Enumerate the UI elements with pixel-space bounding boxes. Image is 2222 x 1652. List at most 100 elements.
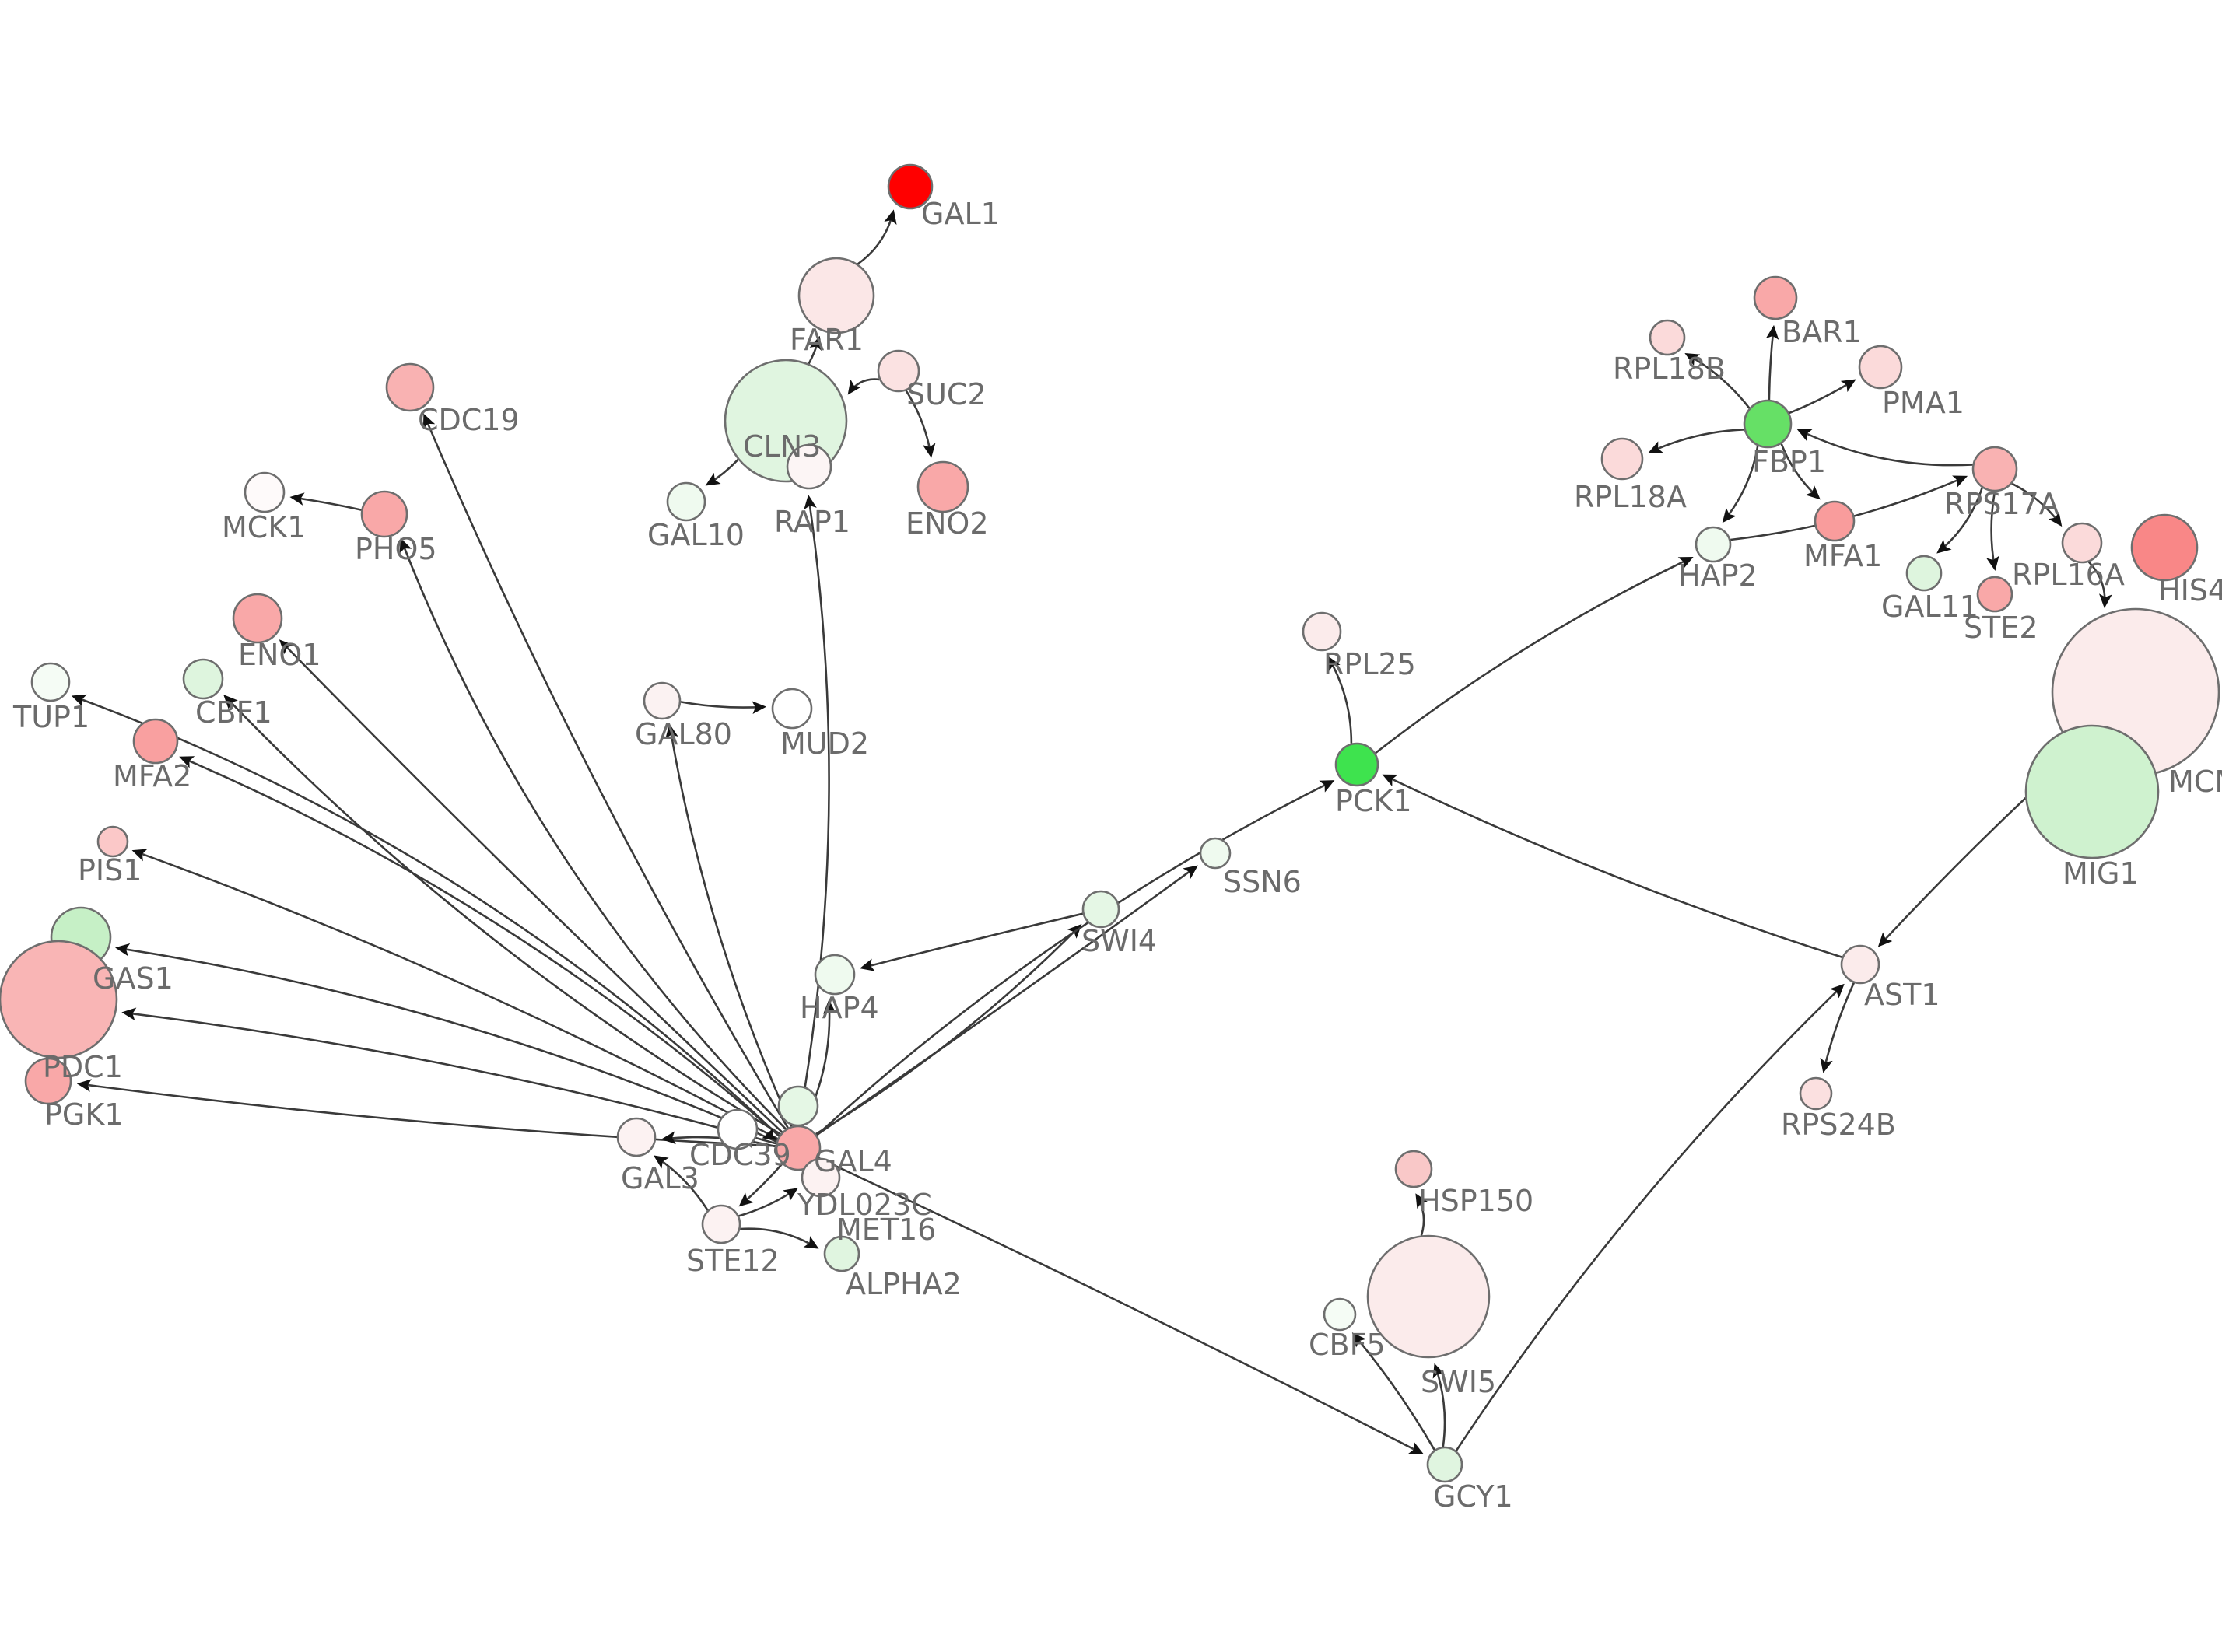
node-label-rpl18b: RPL18B (1613, 352, 1726, 386)
node-label-cbf1: CBF1 (195, 695, 272, 730)
node-layer (0, 163, 2220, 1483)
node-label-ste12: STE12 (686, 1244, 780, 1278)
node-mfa2[interactable] (132, 718, 179, 765)
edge-fbp1-to-mfa1 (1780, 443, 1821, 500)
node-gcy1[interactable] (1426, 1446, 1463, 1483)
edge-rps17a-to-gal11 (1936, 487, 1983, 554)
edge-gal4-to-pdc1 (121, 1007, 776, 1145)
node-rpl16a[interactable] (2061, 522, 2103, 564)
node-ast1[interactable] (1840, 944, 1880, 985)
edge-gal80-to-mud2 (680, 701, 767, 715)
node-eno1[interactable] (232, 593, 283, 644)
node-mig1[interactable] (2024, 724, 2160, 859)
node-hap2[interactable] (1695, 526, 1732, 563)
node-mud2[interactable] (771, 688, 813, 730)
node-hsp150[interactable] (1394, 1150, 1433, 1188)
node-pho5[interactable] (360, 490, 408, 538)
edge-gcy1-to-cbf5 (1351, 1332, 1435, 1451)
edge-suc2-to-eno2 (905, 390, 936, 458)
node-gal11[interactable] (1905, 555, 1943, 592)
node-rpl25[interactable] (1302, 611, 1342, 652)
node-label-gal3: GAL3 (621, 1161, 699, 1195)
node-label-cdc19: CDC19 (418, 403, 520, 437)
node-label-pho5: PHO5 (355, 532, 437, 566)
node-gal80[interactable] (643, 681, 682, 720)
node-gal4[interactable] (775, 1125, 822, 1171)
node-ydl023c[interactable] (801, 1157, 841, 1198)
node-fbp1[interactable] (1743, 399, 1793, 449)
node-suc2[interactable] (877, 349, 920, 393)
node-label-met16: MET16 (836, 1213, 936, 1247)
edge-ste12-to-gal3 (653, 1155, 709, 1211)
node-mfa1[interactable] (1814, 500, 1856, 542)
node-rps17a[interactable] (1971, 446, 2018, 492)
node-label-eno2: ENO2 (906, 506, 989, 541)
node-gal10[interactable] (666, 481, 706, 522)
node-rps24b[interactable] (1799, 1076, 1833, 1111)
node-gal3[interactable] (616, 1117, 657, 1157)
node-label-mig1: MIG1 (2063, 856, 2139, 891)
edge-gal4-to-ste12 (738, 1163, 783, 1207)
node-label-rap1: RAP1 (774, 505, 850, 539)
node-ssn6[interactable] (1199, 837, 1232, 870)
node-label-pdc1: PDC1 (43, 1050, 123, 1084)
node-alpha2[interactable] (823, 1235, 860, 1272)
edge-cln3-to-gal10 (705, 458, 739, 486)
node-far1[interactable] (797, 257, 875, 334)
edge-gcy1-to-ast1 (1455, 983, 1845, 1452)
edge-swi4-to-hap4 (860, 912, 1083, 971)
node-label-suc2: SUC2 (906, 377, 987, 411)
node-label-gcy1: GCY1 (1433, 1479, 1513, 1514)
edge-gal4-to-cdc39 (762, 1128, 778, 1143)
node-label-pis1: PIS1 (78, 853, 142, 887)
node-eno2[interactable] (916, 460, 969, 513)
node-ste12[interactable] (701, 1204, 741, 1244)
node-rpl18b[interactable] (1649, 319, 1686, 356)
node-rap1[interactable] (786, 443, 832, 490)
node-ste2[interactable] (1976, 576, 2013, 613)
node-gal1[interactable] (887, 163, 934, 210)
node-pck1[interactable] (1334, 742, 1379, 787)
node-label-gas1: GAS1 (93, 961, 173, 996)
edge-pck1-to-hap2 (1375, 556, 1694, 754)
node-hap4[interactable] (814, 954, 856, 996)
label-layer: GAL1 FAR1 SUC2 CLN3 RAP1 ENO2 CDC19 MCK1 PHO5 GAL… (12, 197, 2222, 1514)
node-label-rpl16a: RPL16A (2012, 558, 2125, 592)
edge-rps17a-to-rpl16a (2011, 482, 2063, 527)
node-pgk1[interactable] (24, 1057, 72, 1105)
node-label-mfa1: MFA1 (1803, 539, 1882, 573)
node-label-his4: HIS4 (2158, 573, 2222, 607)
edge-ste12-to-ydl023c (738, 1188, 798, 1217)
node-label-gal4: GAL4 (814, 1144, 892, 1178)
edge-ste12-to-alpha2 (740, 1227, 819, 1249)
node-label-tup1: TUP1 (12, 700, 89, 734)
node-cdc39[interactable] (717, 1108, 759, 1150)
edge-gal4-to-cdc19 (422, 413, 789, 1129)
node-label-pma1: PMA1 (1882, 386, 1964, 420)
edge-fbp1-to-pma1 (1789, 379, 1856, 415)
node-label-rps17a: RPS17A (1944, 487, 2059, 521)
node-pis1[interactable] (96, 825, 129, 858)
edge-gal4-to-gcy1 (818, 1157, 1425, 1454)
node-swi5[interactable] (1366, 1234, 1491, 1359)
node-label-gal11: GAL11 (1881, 590, 1978, 624)
edge-gal4-to-rap1 (797, 494, 830, 1126)
node-cbf5[interactable] (1323, 1297, 1357, 1332)
node-swi4[interactable] (1081, 890, 1120, 929)
node-bar1[interactable] (1753, 275, 1798, 320)
node-pma1[interactable] (1858, 345, 1903, 390)
node-cbf1[interactable] (182, 658, 224, 700)
node-mck1[interactable] (244, 471, 286, 513)
edge-cln3-to-far1 (808, 335, 822, 365)
edge-gal4-to-eno1 (279, 639, 783, 1133)
node-hub_x[interactable] (777, 1085, 819, 1127)
node-cdc19[interactable] (385, 362, 435, 412)
node-label-cbf5: CBF5 (1309, 1328, 1386, 1362)
node-label-eno1: ENO1 (238, 638, 321, 672)
node-rpl18a[interactable] (1600, 437, 1644, 481)
node-his4[interactable] (2130, 513, 2199, 582)
node-label-ast1: AST1 (1864, 978, 1940, 1012)
node-tup1[interactable] (30, 662, 71, 702)
node-label-ste2: STE2 (1964, 611, 2038, 645)
node-pdc1[interactable] (0, 940, 118, 1059)
